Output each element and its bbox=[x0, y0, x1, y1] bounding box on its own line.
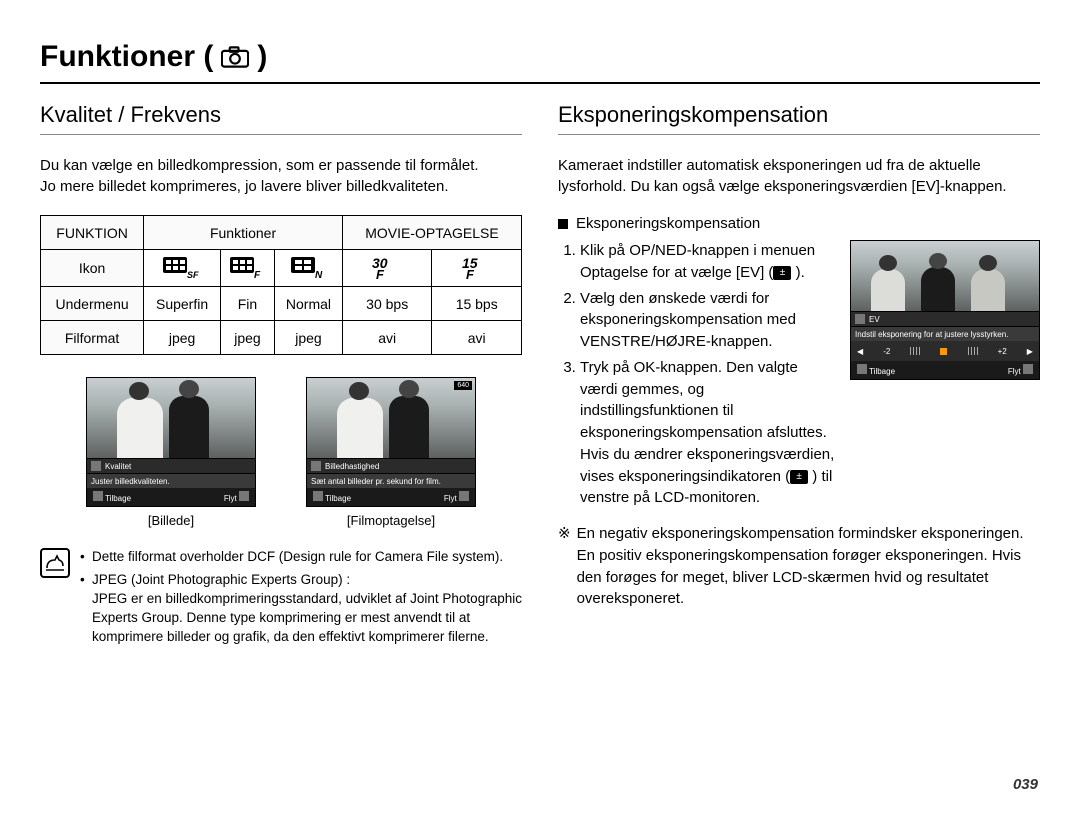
th-funktion: FUNKTION bbox=[41, 216, 144, 250]
cell-normal: Normal bbox=[274, 287, 342, 321]
cell-avi2: avi bbox=[432, 321, 522, 355]
ev-warning: ※ En negativ eksponeringskompensation fo… bbox=[558, 523, 1040, 610]
camera-icon bbox=[221, 46, 249, 68]
ev-heading: Eksponeringskompensation bbox=[558, 102, 1040, 135]
cell-jpeg3: jpeg bbox=[274, 321, 342, 355]
move-icon bbox=[239, 491, 249, 501]
lcd-thumbnail: 640 bbox=[307, 378, 475, 458]
bullet-square-icon bbox=[558, 219, 568, 229]
page-number: 039 bbox=[1013, 776, 1038, 793]
cell-fin: Fin bbox=[220, 287, 274, 321]
screenshot-billede: Kvalitet Juster billedkvaliteten. Tilbag… bbox=[86, 377, 256, 528]
note-jpeg: JPEG (Joint Photographic Experts Group) … bbox=[80, 571, 522, 647]
note-dcf: Dette filformat overholder DCF (Design r… bbox=[80, 548, 522, 567]
screenshot-ev: EV Indstil eksponering for at justere ly… bbox=[850, 240, 1040, 380]
right-column: Eksponeringskompensation Kameraet indsti… bbox=[558, 102, 1040, 650]
ev-icon: ± bbox=[790, 470, 808, 484]
note-box: Dette filformat overholder DCF (Design r… bbox=[40, 548, 522, 650]
th-movie: MOVIE-OPTAGELSE bbox=[342, 216, 521, 250]
step-3: Tryk på OK-knappen. Den valgte værdi gem… bbox=[580, 357, 836, 509]
th-funktioner: Funktioner bbox=[144, 216, 343, 250]
cell-15bps: 15 bps bbox=[432, 287, 522, 321]
note-icon bbox=[40, 548, 70, 578]
screenshot-film: 640 Billedhastighed Sæt antal billeder p… bbox=[306, 377, 476, 528]
title-prefix: Funktioner ( bbox=[40, 40, 213, 74]
quality-heading: Kvalitet / Frekvens bbox=[40, 102, 522, 135]
back-icon bbox=[857, 364, 867, 374]
svg-text:N: N bbox=[315, 270, 323, 279]
svg-text:F: F bbox=[466, 267, 475, 280]
svg-text:F: F bbox=[254, 270, 261, 279]
lcd-thumbnail bbox=[851, 241, 1039, 311]
quality-table: FUNKTION Funktioner MOVIE-OPTAGELSE Ikon… bbox=[40, 215, 522, 355]
cell-avi1: avi bbox=[342, 321, 432, 355]
move-icon bbox=[459, 491, 469, 501]
icon-n: N bbox=[274, 250, 342, 287]
caption-billede: [Billede] bbox=[86, 513, 256, 528]
move-icon bbox=[1023, 364, 1033, 374]
icon-f: F bbox=[220, 250, 274, 287]
step-2: Vælg den ønskede værdi for eksponeringsk… bbox=[580, 288, 836, 353]
back-icon bbox=[93, 491, 103, 501]
caption-film: [Filmoptagelse] bbox=[306, 513, 476, 528]
row-undermenu: Undermenu bbox=[41, 287, 144, 321]
back-icon bbox=[313, 491, 323, 501]
reference-mark: ※ bbox=[558, 523, 571, 610]
icon-30: 30F bbox=[342, 250, 432, 287]
cell-jpeg2: jpeg bbox=[220, 321, 274, 355]
icon-15: 15F bbox=[432, 250, 522, 287]
page-title: Funktioner ( ) bbox=[40, 40, 1040, 84]
ev-steps: Klik på OP/NED-knappen i menuen Optagels… bbox=[558, 240, 836, 509]
step-1: Klik på OP/NED-knappen i menuen Optagels… bbox=[580, 240, 836, 284]
left-column: Kvalitet / Frekvens Du kan vælge en bill… bbox=[40, 102, 522, 650]
ev-icon: ± bbox=[773, 266, 791, 280]
title-suffix: ) bbox=[257, 40, 267, 74]
ev-intro: Kameraet indstiller automatisk eksponeri… bbox=[558, 155, 1040, 197]
cell-superfin: Superfin bbox=[144, 287, 221, 321]
ev-scale: ◀ -2 +2 ▶ bbox=[851, 341, 1039, 361]
lcd-thumbnail bbox=[87, 378, 255, 458]
svg-text:F: F bbox=[376, 267, 385, 280]
icon-sf: SF bbox=[144, 250, 221, 287]
cell-jpeg1: jpeg bbox=[144, 321, 221, 355]
quality-intro: Du kan vælge en billedkompression, som e… bbox=[40, 155, 522, 197]
row-filformat: Filformat bbox=[41, 321, 144, 355]
svg-text:SF: SF bbox=[187, 270, 199, 279]
ev-subtitle: Eksponeringskompensation bbox=[558, 215, 1040, 232]
cell-30bps: 30 bps bbox=[342, 287, 432, 321]
ev-marker bbox=[940, 348, 947, 355]
row-ikon: Ikon bbox=[41, 250, 144, 287]
